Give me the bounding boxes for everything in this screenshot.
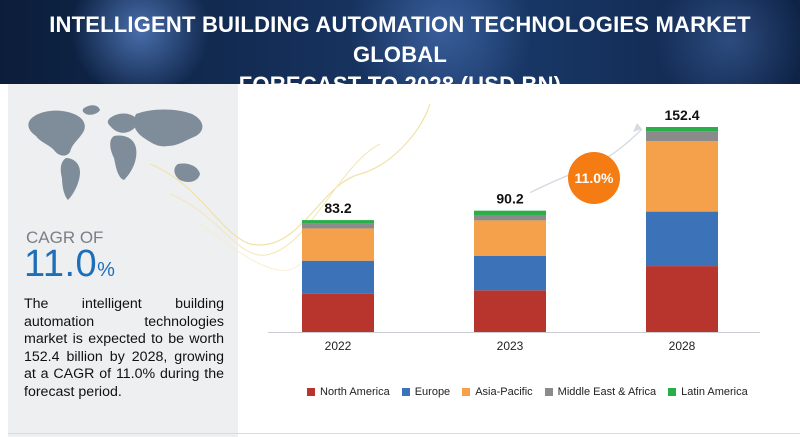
market-description: The intelligent building automation tech…: [24, 296, 224, 400]
x-tick-label-2022: 2022: [325, 339, 352, 353]
legend-label: North America: [320, 386, 390, 398]
legend-swatch: [462, 388, 471, 396]
legend-label: Asia-Pacific: [475, 386, 533, 398]
bar-segment-europe-2022: [302, 260, 374, 294]
title-line-2: FORECAST TO 2028 (USD BN): [0, 70, 800, 84]
legend-swatch: [668, 388, 677, 396]
world-map-icon: [28, 105, 203, 200]
bar-segment-europe-2028: [646, 211, 718, 267]
total-label-2028: 152.4: [664, 107, 699, 123]
growth-arrow-head: [633, 123, 642, 132]
legend-label: Latin America: [681, 386, 748, 398]
cagr-bubble-label: 11.0%: [575, 170, 614, 186]
bar-segment-latin-america-2023: [474, 210, 546, 215]
legend-item-europe: Europe: [401, 386, 451, 398]
title-line-1: INTELLIGENT BUILDING AUTOMATION TECHNOLO…: [49, 12, 751, 67]
legend-label: Europe: [414, 386, 451, 398]
bar-segment-middle-east-africa-2028: [646, 131, 718, 141]
legend-item-middle-east-africa: Middle East & Africa: [544, 386, 657, 398]
legend-label: Middle East & Africa: [557, 386, 657, 398]
cagr-label: CAGR OF: [26, 228, 104, 247]
legend-swatch: [544, 388, 553, 396]
legend-item-latin-america: Latin America: [668, 386, 748, 398]
bar-segment-latin-america-2028: [646, 127, 718, 132]
bar-segment-asia-pacific-2028: [646, 140, 718, 212]
legend-item-north-america: North America: [307, 386, 390, 398]
header-banner: INTELLIGENT BUILDING AUTOMATION TECHNOLO…: [0, 0, 800, 84]
bar-segment-europe-2023: [474, 255, 546, 291]
bar-segment-asia-pacific-2022: [302, 228, 374, 261]
bar-segment-middle-east-africa-2023: [474, 214, 546, 221]
legend-swatch: [401, 388, 410, 396]
legend-swatch: [307, 388, 315, 396]
bottom-divider: [8, 433, 800, 434]
bar-segment-middle-east-africa-2022: [302, 223, 374, 229]
legend-item-asia-pacific: Asia-Pacific: [462, 386, 533, 398]
total-label-2022: 83.2: [324, 200, 351, 216]
x-tick-label-2028: 2028: [669, 339, 696, 353]
bar-segment-north-america-2028: [646, 266, 718, 332]
page-title: INTELLIGENT BUILDING AUTOMATION TECHNOLO…: [0, 10, 800, 84]
bar-segment-north-america-2023: [474, 290, 546, 332]
x-tick-label-2023: 2023: [497, 339, 524, 353]
total-label-2023: 90.2: [496, 191, 523, 207]
bar-segment-asia-pacific-2023: [474, 220, 546, 256]
bar-segment-latin-america-2022: [302, 220, 374, 224]
cagr-bubble: [568, 152, 620, 204]
bar-segment-north-america-2022: [302, 293, 374, 332]
cagr-number: 11.0: [24, 243, 98, 285]
cagr-percent-sign: %: [97, 259, 115, 281]
chart-legend: North America Europe Asia-Pacific Middle Ea…: [307, 385, 760, 399]
cagr-value: 11.0%: [24, 243, 115, 286]
